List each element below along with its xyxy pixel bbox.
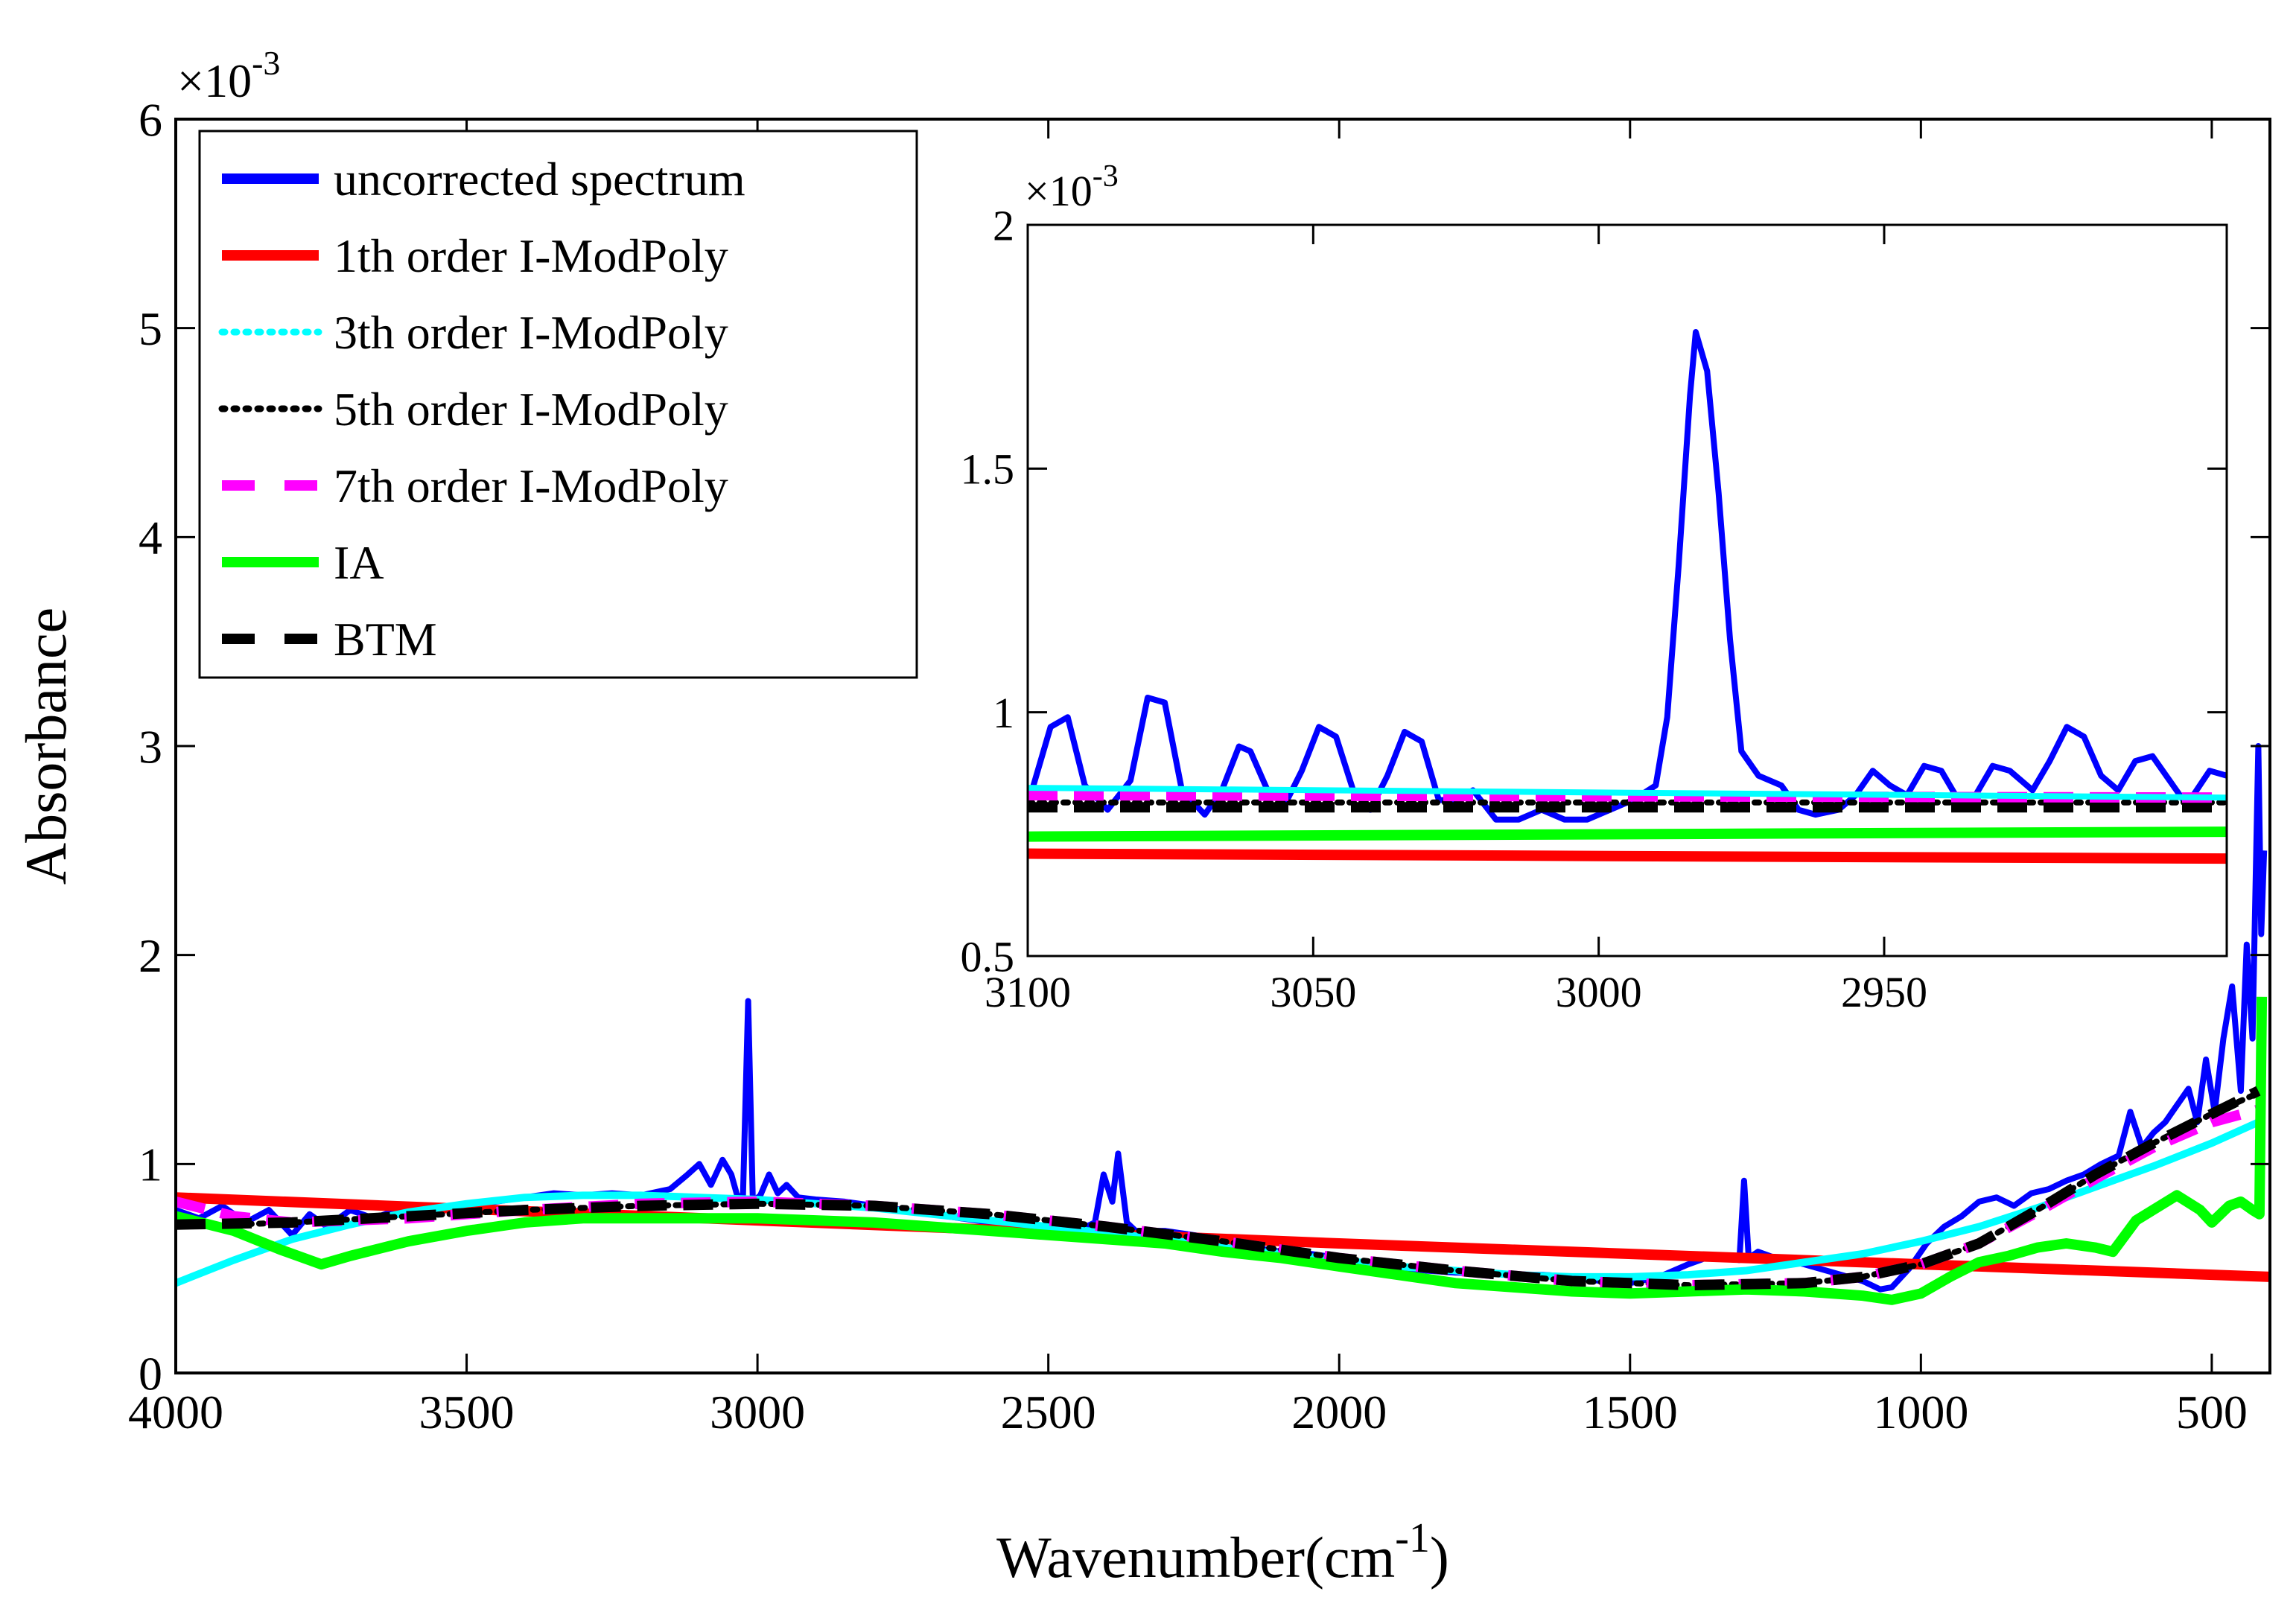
legend-label-1th-order-i-modpoly: 1th order I-ModPoly [334,229,728,282]
main-y-axis-label: Absorbance [13,608,78,885]
inset-series-3th-order-i-modpoly [1028,785,2227,801]
inset-series-group [1028,329,2227,864]
legend-items: uncorrected spectrum 1th order I-ModPoly 3… [218,153,745,666]
inset-y-exponent: ×10-3 [1025,159,1119,215]
inset-y-tick-label: 2 [993,201,1014,249]
main-y-tick-label: 6 [139,93,162,146]
inset-x-tick-label: 3000 [1556,968,1642,1016]
legend-label-uncorrected-spectrum: uncorrected spectrum [334,153,745,205]
inset-y-tick-label: 0.5 [961,932,1015,981]
main-y-exponent: ×10-3 [177,44,280,107]
legend: uncorrected spectrum 1th order I-ModPoly 3… [198,130,918,679]
main-y-tick-label: 5 [139,302,162,355]
inset-series-ia [1028,826,2227,842]
inset-x-tick-label: 3050 [1270,968,1356,1016]
main-x-tick-label: 500 [2176,1386,2248,1438]
legend-label-3th-order-i-modpoly: 3th order I-ModPoly [334,306,728,359]
inset-axes-frame [1026,223,2228,958]
main-y-tick-label: 0 [139,1347,162,1400]
inset-y-tick-label: 1.5 [961,445,1015,494]
inset-series-1th-order-i-modpoly [1028,848,2227,864]
inset-axes: 3100 3050 3000 2950 0.5 1 1.5 2 ×10-3 [961,159,2228,1016]
main-y-tick-label: 3 [139,720,162,773]
legend-label-ia: IA [334,536,384,589]
main-y-tick-label: 2 [139,929,162,982]
legend-label-5th-order-i-modpoly: 5th order I-ModPoly [334,383,728,436]
main-x-tick-label: 1500 [1583,1386,1678,1438]
main-x-tick-label: 4000 [128,1386,223,1438]
legend-box [198,130,918,679]
main-y-tick-label: 1 [139,1138,162,1191]
inset-series-uncorrected-spectrum [1028,329,2227,823]
main-ticks-group: 4000 3500 3000 2500 2000 1500 1000 500 0 1 2 3 4 5 6 [128,93,2270,1438]
inset-plot-area [1028,225,2227,956]
inset-x-tick-label: 3100 [985,968,1071,1016]
main-x-tick-label: 2000 [1291,1386,1387,1438]
main-x-axis-label: Wavenumber(cm-1) [996,1515,1449,1590]
inset-x-tick-label: 2950 [1841,968,1927,1016]
main-x-tick-label: 3500 [419,1386,515,1438]
legend-label-7th-order-i-modpoly: 7th order I-ModPoly [334,459,728,512]
main-y-tick-label: 4 [139,512,162,564]
main-x-tick-label: 3000 [710,1386,805,1438]
main-series-ia [176,996,2268,1305]
legend-label-btm: BTM [334,613,437,666]
main-series-group [176,743,2270,1305]
inset-ticks-group: 3100 3050 3000 2950 0.5 1 1.5 2 [961,201,2227,1016]
main-x-tick-label: 2500 [1001,1386,1096,1438]
main-x-tick-label: 1000 [1873,1386,1968,1438]
inset-y-tick-label: 1 [993,689,1014,737]
main-series-btm [176,1086,2261,1291]
